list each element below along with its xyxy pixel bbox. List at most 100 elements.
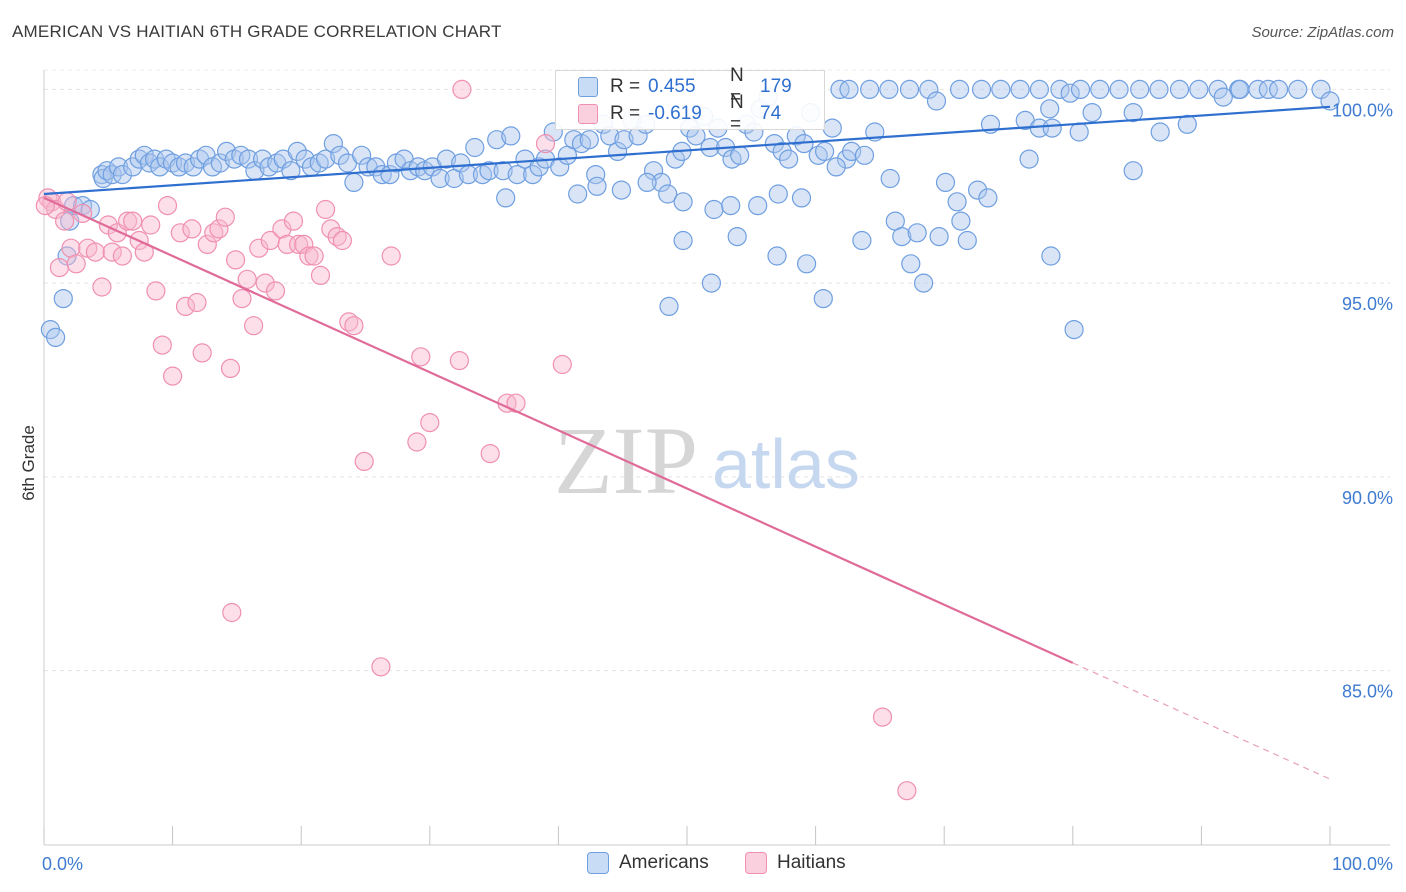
data-point: [451, 153, 471, 173]
data-point: [721, 196, 741, 216]
data-point: [265, 281, 286, 301]
data-point: [967, 180, 988, 200]
data-point: [299, 246, 319, 266]
data-point: [420, 413, 440, 433]
legend-label-haitians: Haitians: [777, 852, 846, 873]
data-point: [637, 172, 657, 192]
data-point: [767, 246, 787, 266]
data-point: [978, 188, 998, 208]
data-point: [730, 145, 750, 165]
data-point: [1090, 79, 1110, 100]
data-point: [852, 230, 872, 251]
data-point: [701, 273, 722, 293]
data-point: [49, 258, 70, 278]
data-point: [552, 354, 572, 375]
data-point: [244, 316, 264, 336]
data-point: [92, 277, 112, 297]
data-point: [175, 296, 196, 316]
data-point: [614, 130, 634, 150]
data-point: [277, 234, 297, 254]
data-point: [85, 242, 106, 262]
data-point: [281, 161, 301, 181]
legend-label-americans: Americans: [619, 852, 709, 873]
axes: [43, 70, 1390, 846]
data-point: [61, 238, 81, 258]
data-point: [791, 188, 812, 208]
data-point: [112, 246, 133, 266]
data-point: [899, 79, 920, 100]
data-point: [452, 79, 472, 100]
tick-labels: 85.0% 90.0% 95.0% 100.0% 0.0% 100.0%: [42, 100, 1393, 874]
data-point: [913, 273, 934, 293]
legend-swatch-americans: [578, 77, 598, 97]
data-point: [673, 230, 693, 251]
data-point: [316, 199, 336, 220]
data-point: [501, 126, 521, 146]
data-point: [210, 153, 230, 173]
data-point: [587, 176, 607, 196]
x-tick-label-min: 0.0%: [42, 854, 83, 874]
data-point: [1258, 79, 1278, 100]
data-point: [1064, 320, 1084, 340]
series-legend: Americans Haitians: [0, 850, 1406, 878]
data-point: [232, 289, 252, 309]
data-point: [951, 211, 971, 231]
data-point: [1230, 79, 1250, 100]
n-label: N =: [730, 92, 744, 135]
trend-line-americans: [43, 105, 1331, 196]
data-point: [822, 118, 842, 138]
data-point: [295, 149, 315, 169]
data-point: [872, 707, 893, 727]
data-point: [897, 781, 917, 801]
data-point: [129, 149, 149, 169]
data-point: [352, 145, 372, 165]
data-point: [926, 91, 947, 111]
data-point: [255, 273, 275, 293]
data-point: [220, 358, 241, 378]
data-point: [1189, 79, 1209, 100]
r-value: -0.619: [648, 103, 702, 124]
data-point: [123, 211, 143, 231]
data-point: [1109, 79, 1129, 100]
legend-swatch-haitians: [578, 104, 598, 124]
data-point: [1123, 161, 1143, 181]
trend-lines: [43, 105, 1331, 780]
legend-item-haitians: Haitians: [745, 852, 846, 874]
data-point: [529, 157, 549, 177]
data-point: [568, 184, 588, 204]
data-point: [381, 246, 401, 266]
y-tick-label: 100.0%: [1332, 100, 1393, 120]
data-point: [991, 79, 1011, 100]
data-point: [197, 234, 217, 254]
data-point: [1213, 87, 1233, 107]
trend-line-haitians-extension: [1072, 662, 1331, 780]
data-point: [323, 134, 343, 154]
data-point: [550, 157, 570, 177]
data-point: [283, 211, 304, 231]
data-point: [316, 149, 336, 169]
data-point: [1050, 79, 1070, 100]
data-point: [778, 149, 799, 169]
data-point: [163, 366, 183, 386]
data-point: [971, 79, 992, 100]
data-point: [523, 165, 543, 185]
data-point: [892, 227, 912, 247]
data-point: [1070, 79, 1091, 100]
data-point: [272, 219, 292, 239]
legend-item-americans: Americans: [587, 852, 709, 874]
r-label: R =: [610, 76, 641, 97]
data-point: [371, 657, 391, 677]
data-point: [658, 184, 678, 204]
data-point: [407, 432, 427, 452]
data-point: [839, 79, 859, 100]
data-point: [651, 172, 671, 192]
data-point: [704, 199, 724, 220]
data-point: [344, 316, 364, 336]
data-point: [253, 149, 273, 169]
data-point: [813, 289, 833, 309]
data-point: [209, 219, 229, 239]
data-point: [480, 444, 500, 464]
data-point: [643, 161, 664, 181]
data-point: [814, 141, 835, 161]
